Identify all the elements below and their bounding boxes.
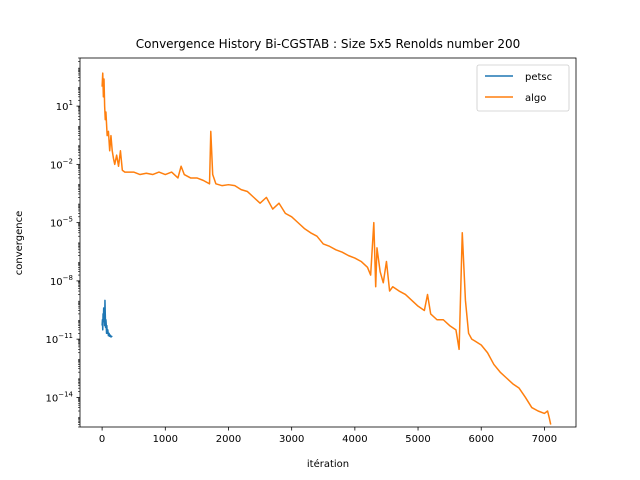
series-line-petsc <box>101 299 113 338</box>
y-tick-label: 10−2 <box>50 157 73 171</box>
y-tick-label: 10−8 <box>50 274 73 288</box>
x-tick-label: 6000 <box>468 434 493 445</box>
y-tick-label: 10−5 <box>50 216 73 230</box>
x-tick-label: 2000 <box>216 434 241 445</box>
x-tick-label: 5000 <box>405 434 430 445</box>
y-tick-label: 101 <box>56 99 73 113</box>
x-axis-label: itération <box>307 458 349 470</box>
legend-label-petsc: petsc <box>525 72 552 83</box>
legend-label-algo: algo <box>525 93 546 104</box>
legend-box <box>476 64 570 112</box>
y-axis-label: convergence <box>14 211 25 275</box>
plot-frame <box>79 57 577 428</box>
plot-area <box>79 57 577 428</box>
x-tick-label: 7000 <box>532 434 557 445</box>
series-line-algo <box>101 72 552 425</box>
x-tick-label: 4000 <box>342 434 367 445</box>
legend: petsc algo <box>476 64 570 112</box>
chart-title: Convergence History Bi-CGSTAB : Size 5x5… <box>136 37 520 51</box>
x-tick-label: 3000 <box>279 434 304 445</box>
plot-background <box>80 58 576 427</box>
x-axis: 0 1000 2000 3000 4000 5000 6000 7000 <box>99 427 557 445</box>
y-axis: 101 10−2 10−5 10−8 10−11 10−14 <box>45 57 80 428</box>
x-tick-label: 0 <box>99 434 105 445</box>
x-tick-label: 1000 <box>153 434 178 445</box>
y-tick-label: 10−11 <box>45 332 73 346</box>
y-tick-label: 10−14 <box>45 390 73 404</box>
